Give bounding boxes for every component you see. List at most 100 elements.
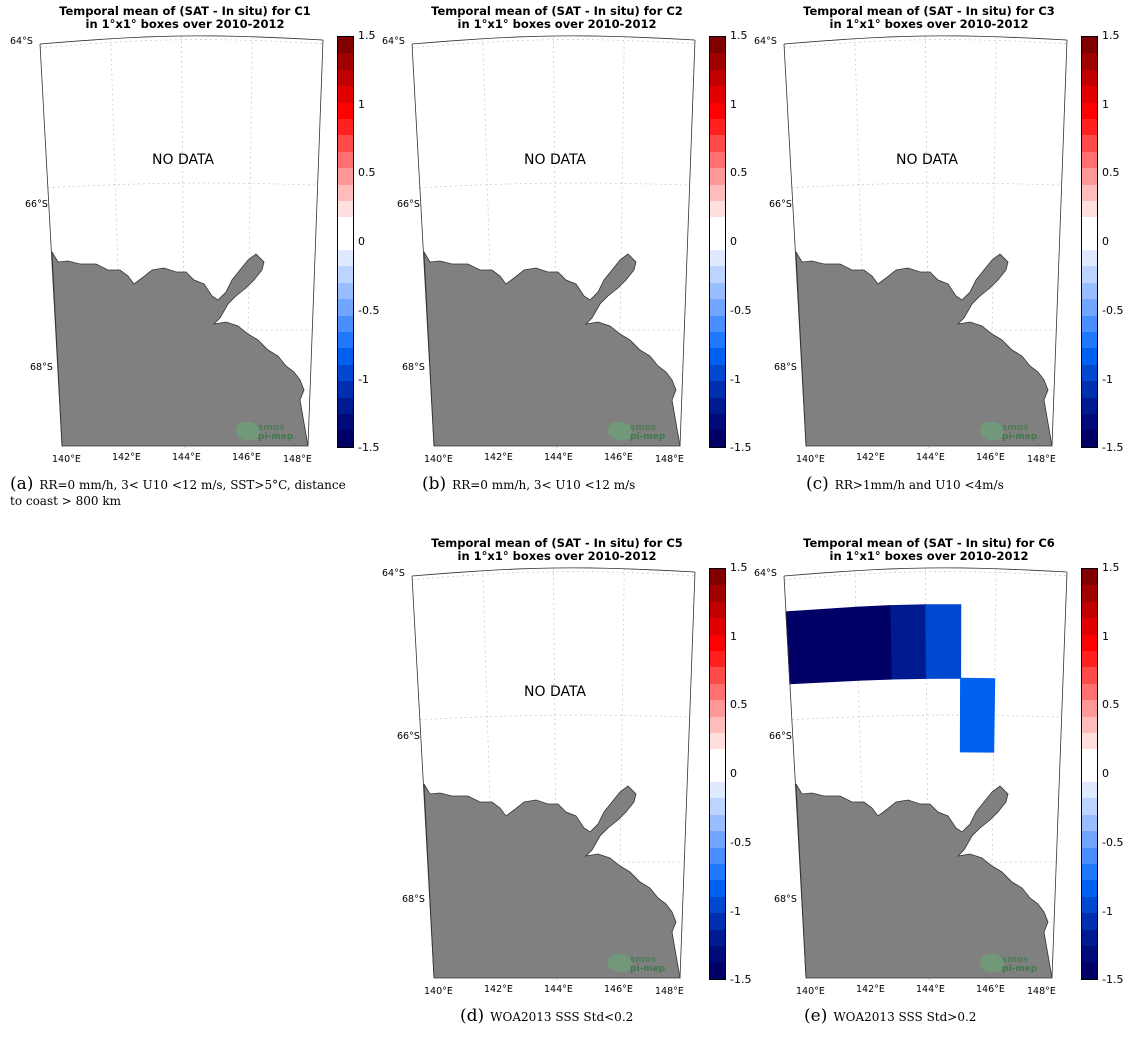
colorbar-swatch xyxy=(710,266,725,283)
map-panel-b: Temporal mean of (SAT - In situ) for C2 i… xyxy=(372,0,751,500)
colorbar-swatch xyxy=(710,102,725,119)
colorbar-tick-label: -1.5 xyxy=(1102,973,1124,987)
watermark-text: smos pi-mep xyxy=(1002,955,1038,974)
lat-gridline xyxy=(784,571,1067,580)
caption-label: (c) xyxy=(806,474,829,494)
colorbar-swatch xyxy=(710,200,725,218)
title-line-2: in 1°x1° boxes over 2010-2012 xyxy=(457,17,657,31)
colorbar-tick-label: 1.5 xyxy=(1102,29,1120,42)
colorbar-swatch xyxy=(710,765,725,783)
colorbar-swatch xyxy=(1082,962,1097,979)
colorbar-swatch xyxy=(1082,585,1097,602)
heatmap-cell xyxy=(890,604,927,680)
colorbar-tick-label: -1 xyxy=(1102,904,1113,918)
colorbar-swatch xyxy=(1082,847,1097,865)
colorbar-swatch xyxy=(1082,69,1097,87)
colorbar-swatch xyxy=(1082,184,1097,201)
antarctica-land xyxy=(51,251,309,447)
lat-gridline xyxy=(419,182,690,188)
colorbar-swatch xyxy=(710,37,725,54)
colorbar-swatch xyxy=(1082,348,1097,365)
lon-tick-label: 140°E xyxy=(796,986,825,997)
colorbar-swatch xyxy=(338,118,353,136)
lon-gridline xyxy=(618,36,625,448)
panel-title: Temporal mean of (SAT - In situ) for C6 i… xyxy=(774,537,1084,563)
lon-tick-label: 142°E xyxy=(484,984,513,995)
colorbar-swatch xyxy=(338,250,353,267)
title-line-2: in 1°x1° boxes over 2010-2012 xyxy=(829,549,1029,563)
colorbar-tick-label: -1.5 xyxy=(1102,441,1124,455)
colorbar-swatch xyxy=(338,315,353,333)
panel-title: Temporal mean of (SAT - In situ) for C1 i… xyxy=(30,5,340,31)
colorbar-swatch xyxy=(710,831,725,848)
colorbar-swatch xyxy=(1082,282,1097,300)
watermark-text: smos pi-mep xyxy=(258,423,294,442)
colorbar-swatch xyxy=(1082,650,1097,668)
colorbar-swatch xyxy=(338,233,353,251)
title-line-2: in 1°x1° boxes over 2010-2012 xyxy=(457,549,657,563)
lon-gridline xyxy=(990,36,997,448)
colorbar-tick-label: 0 xyxy=(730,767,737,781)
colorbar-swatch xyxy=(710,217,725,234)
colorbar-swatch xyxy=(1082,716,1097,733)
title-line-1: Temporal mean of (SAT - In situ) for C5 xyxy=(431,536,683,550)
lon-tick-label: 140°E xyxy=(796,454,825,465)
lon-tick-label: 142°E xyxy=(856,452,885,463)
colorbar-swatch xyxy=(710,397,725,414)
colorbar xyxy=(1081,568,1098,980)
lat-tick-label: 64°S xyxy=(10,36,33,47)
caption-text: WOA2013 SSS Std<0.2 xyxy=(490,1010,634,1024)
colorbar-swatch xyxy=(1082,831,1097,848)
colorbar-swatch xyxy=(1082,430,1097,447)
colorbar-swatch xyxy=(710,569,725,586)
colorbar-swatch xyxy=(338,348,353,365)
colorbar-tick-label: 0.5 xyxy=(358,166,376,180)
map-frame-right xyxy=(1051,571,1068,979)
colorbar-swatch xyxy=(338,135,353,152)
lon-tick-label: 142°E xyxy=(856,984,885,995)
caption-text: WOA2013 SSS Std>0.2 xyxy=(833,1010,977,1024)
colorbar-swatch xyxy=(1082,896,1097,914)
colorbar-tick-label: -0.5 xyxy=(730,835,752,849)
lon-tick-label: 148°E xyxy=(1027,986,1056,997)
colorbar-swatch xyxy=(1082,765,1097,783)
colorbar xyxy=(1081,36,1098,448)
colorbar-swatch xyxy=(1082,364,1097,382)
colorbar-tick-label: -1 xyxy=(1102,372,1113,386)
colorbar-swatch xyxy=(338,282,353,300)
lon-tick-label: 148°E xyxy=(283,454,312,465)
colorbar-swatch xyxy=(338,37,353,54)
colorbar-swatch xyxy=(710,618,725,635)
title-line-1: Temporal mean of (SAT - In situ) for C1 xyxy=(59,4,311,18)
map-frame-top xyxy=(411,35,696,45)
colorbar-swatch xyxy=(710,233,725,251)
map-frame-left xyxy=(39,43,63,447)
lon-tick-label: 146°E xyxy=(976,452,1005,463)
map-frame-right xyxy=(679,39,696,447)
smos-logo-icon xyxy=(608,954,632,972)
map-frame-right xyxy=(1051,39,1068,447)
lon-gridline xyxy=(553,567,558,981)
colorbar-swatch xyxy=(710,348,725,365)
colorbar-swatch xyxy=(338,413,353,431)
colorbar-tick-label: -0.5 xyxy=(1102,303,1124,317)
lon-tick-label: 142°E xyxy=(484,452,513,463)
colorbar-swatch xyxy=(1082,102,1097,119)
lon-tick-label: 146°E xyxy=(604,452,633,463)
lon-tick-label: 146°E xyxy=(232,452,261,463)
colorbar-swatch xyxy=(1082,749,1097,766)
smos-logo-icon xyxy=(980,954,1004,972)
colorbar-swatch xyxy=(1082,118,1097,136)
colorbar-swatch xyxy=(710,364,725,382)
colorbar-swatch xyxy=(1082,601,1097,619)
colorbar-swatch xyxy=(710,945,725,963)
colorbar-swatch xyxy=(1082,135,1097,152)
lat-gridline xyxy=(784,39,1067,48)
map-plot: 64°S 66°S 68°S 140°E 142°E 144°E 146°E 148°E NO … xyxy=(754,35,1068,465)
lon-tick-label: 140°E xyxy=(424,986,453,997)
colorbar-tick-label: 0 xyxy=(1102,235,1109,249)
colorbar-swatch xyxy=(338,299,353,316)
colorbar-tick-label: 1 xyxy=(730,629,737,643)
colorbar xyxy=(709,36,726,448)
lat-tick-label: 66°S xyxy=(769,199,792,210)
